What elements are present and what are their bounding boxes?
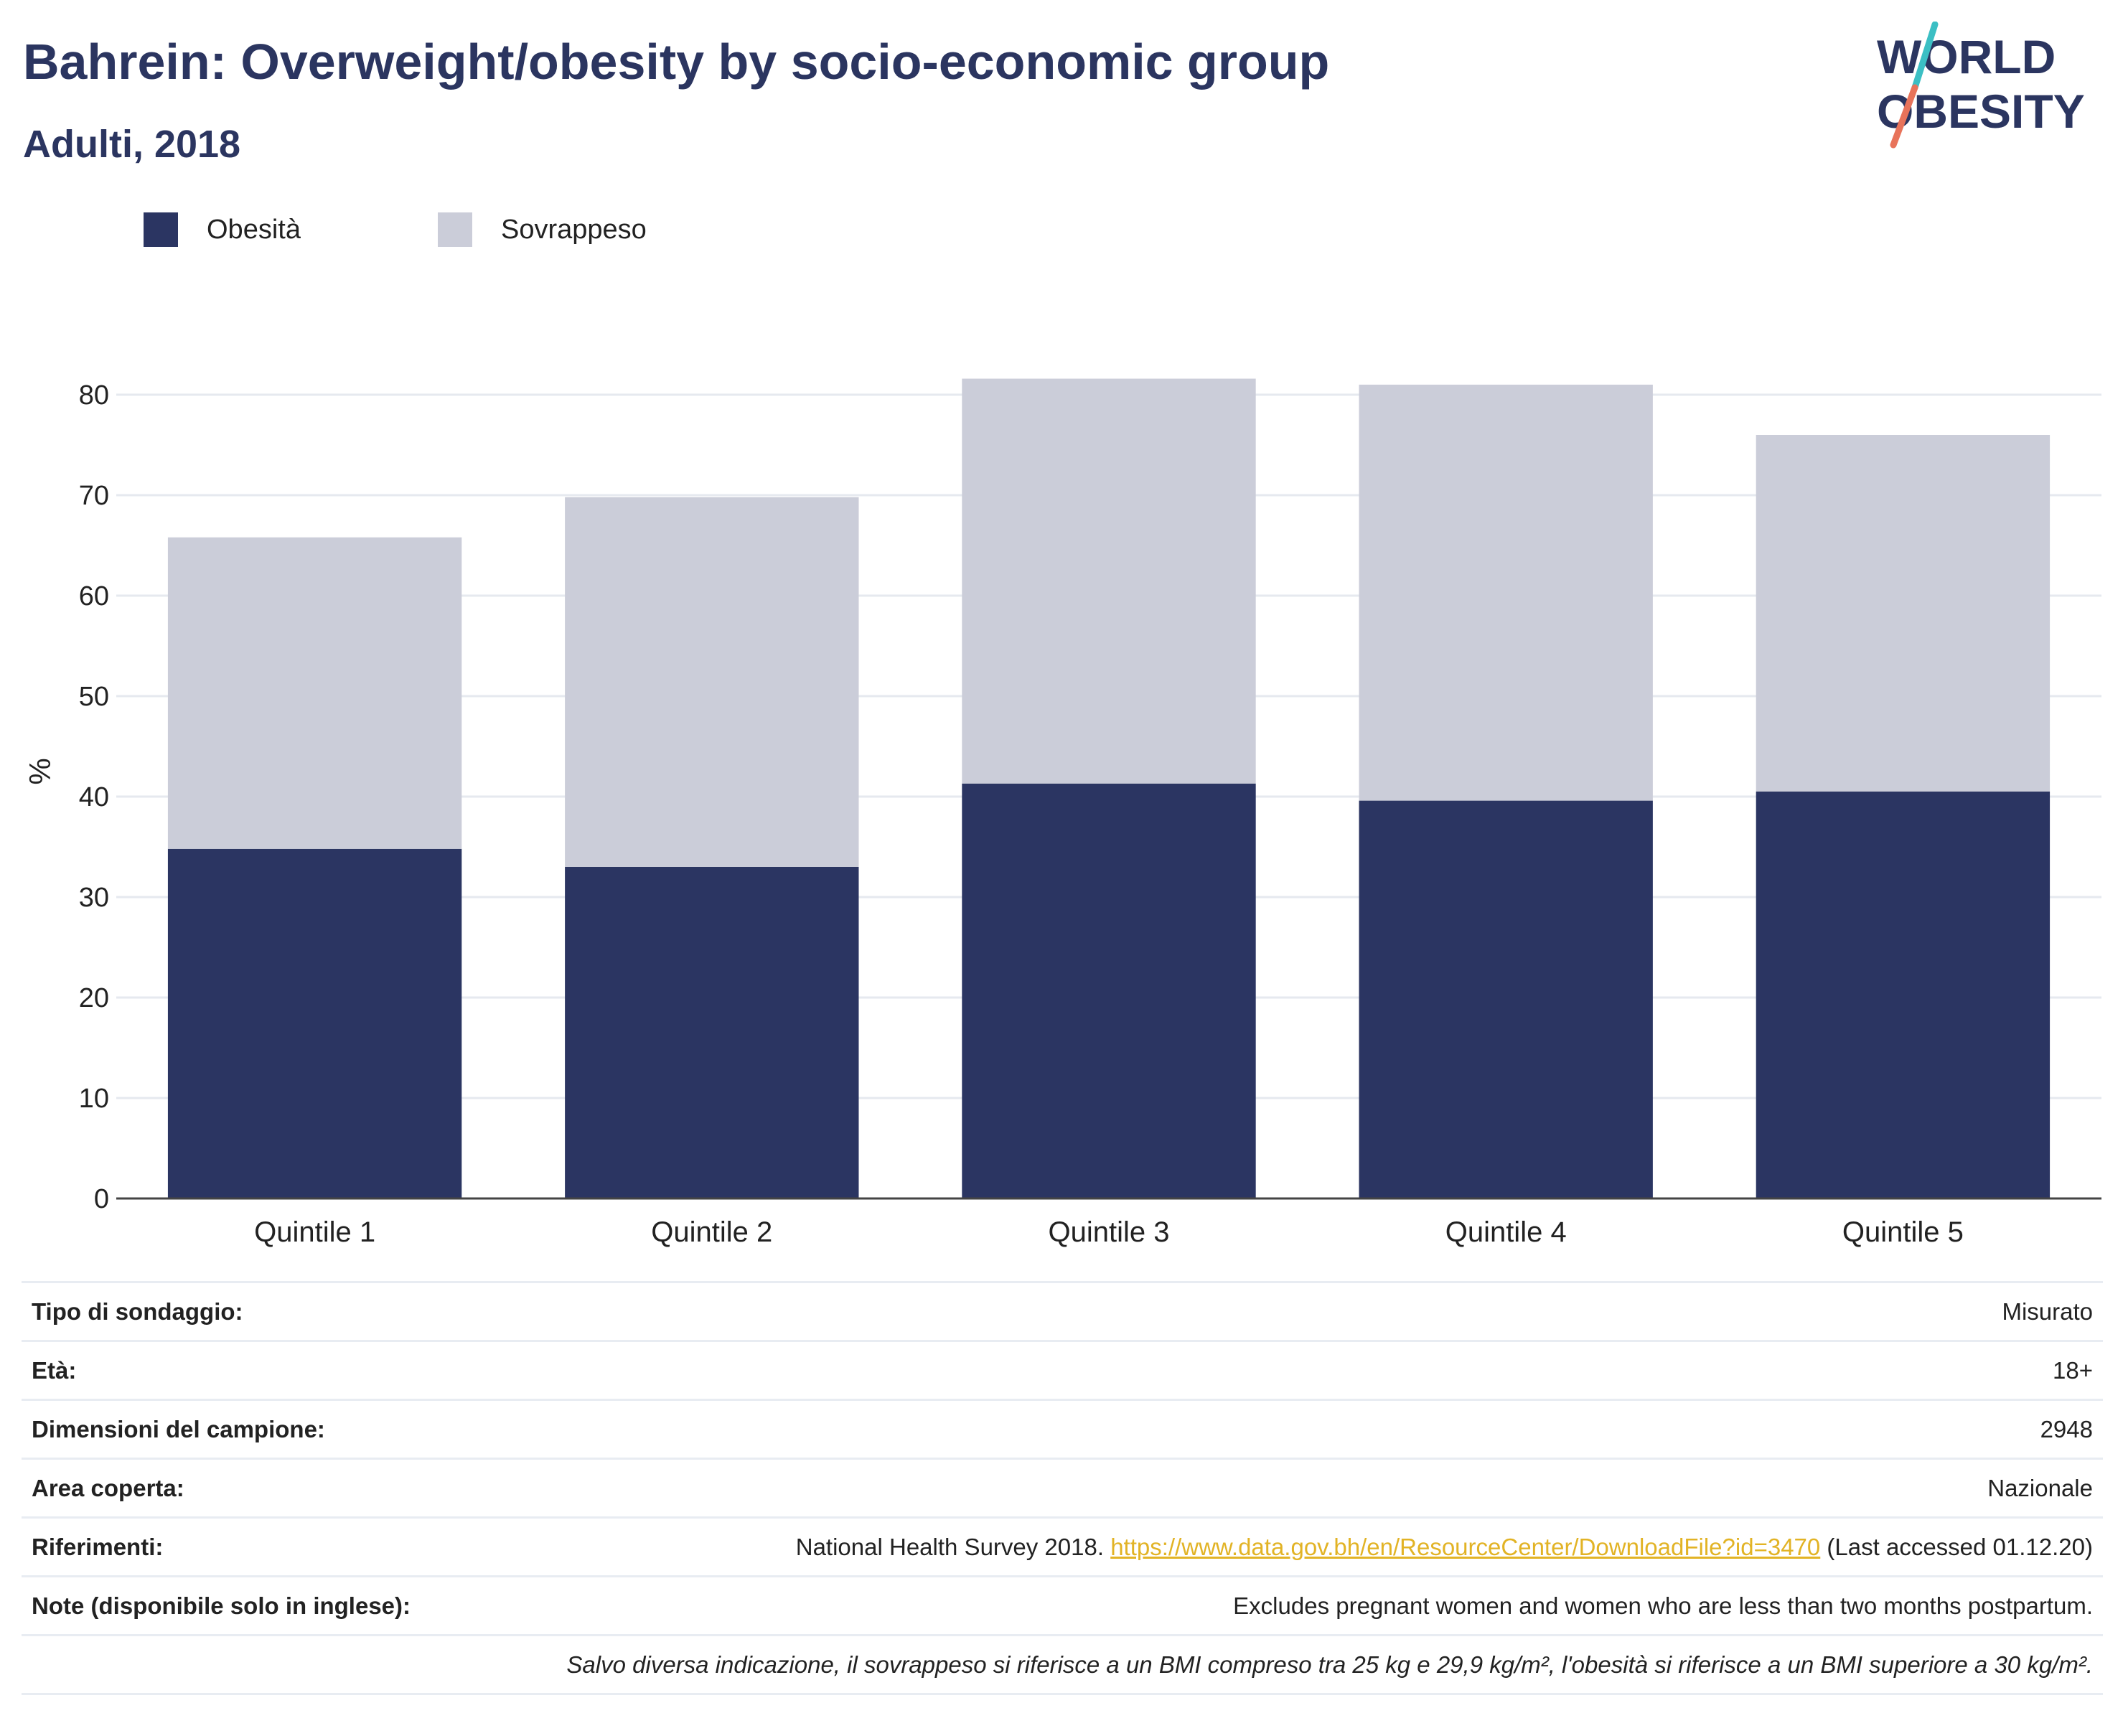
y-tick-label: 20 [79, 983, 109, 1013]
bar-obesita [565, 867, 859, 1198]
y-tick-label: 10 [79, 1084, 109, 1114]
legend-swatch-sovrappeso [438, 212, 472, 247]
info-row: Età: 18+ [22, 1340, 2103, 1400]
info-value: 18+ [505, 1340, 2103, 1400]
info-row-footnote: Salvo diversa indicazione, il sovrappeso… [22, 1634, 2103, 1695]
legend-item-obesita[interactable]: Obesità [144, 212, 301, 247]
reference-prefix: National Health Survey 2018. [795, 1533, 1111, 1560]
x-tick-label: Quintile 2 [651, 1216, 772, 1248]
survey-info-table: Tipo di sondaggio: Misurato Età: 18+ Dimensi… [22, 1281, 2103, 1695]
info-row: Tipo di sondaggio: Misurato [22, 1281, 2103, 1341]
info-label: Età: [22, 1340, 506, 1400]
info-value: Misurato [505, 1281, 2103, 1341]
legend-label-sovrappeso: Sovrappeso [501, 214, 647, 245]
chart-title: Bahrein: Overweight/obesity by socio-eco… [23, 34, 1330, 90]
world-obesity-logo: WORLD OBESITY [1877, 22, 2085, 149]
footnote: Salvo diversa indicazione, il sovrappeso… [22, 1634, 2103, 1695]
x-tick-label: Quintile 4 [1445, 1216, 1567, 1248]
info-value-reference: National Health Survey 2018. https://www… [505, 1516, 2103, 1577]
info-label: Area coperta: [22, 1458, 506, 1518]
info-label-notes: Note (disponibile solo in inglese): [22, 1575, 506, 1636]
y-axis-title: % [23, 758, 57, 784]
x-tick-label: Quintile 5 [1842, 1216, 1964, 1248]
info-value: 2948 [505, 1399, 2103, 1459]
y-tick-label: 60 [79, 581, 109, 611]
y-tick-label: 50 [79, 682, 109, 712]
axes: 0 10 20 30 40 50 60 70 80 Quintile 1 Quintile 2 Qui… [23, 380, 2101, 1248]
info-label: Dimensioni del campione: [22, 1399, 506, 1459]
bar-obesita [1359, 800, 1653, 1198]
info-row-notes: Note (disponibile solo in inglese): Excl… [22, 1575, 2103, 1636]
info-value: Nazionale [505, 1458, 2103, 1518]
x-tick-label: Quintile 1 [254, 1216, 375, 1248]
info-label: Tipo di sondaggio: [22, 1281, 506, 1341]
bar-obesita [167, 848, 462, 1198]
logo-line1: WORLD [1877, 30, 2056, 83]
y-tick-label: 70 [79, 481, 109, 511]
chart-subtitle: Adulti, 2018 [23, 123, 241, 166]
info-row-reference: Riferimenti: National Health Survey 2018… [22, 1516, 2103, 1577]
info-label-reference: Riferimenti: [22, 1516, 506, 1577]
legend-label-obesita: Obesità [207, 214, 301, 245]
stacked-bar-chart: 0 10 20 30 40 50 60 70 80 Quintile 1 Quintile 2 Qui… [23, 378, 2101, 1248]
reference-suffix: (Last accessed 01.12.20) [1820, 1533, 2093, 1560]
info-row: Area coperta: Nazionale [22, 1458, 2103, 1518]
x-tick-label: Quintile 3 [1049, 1216, 1170, 1248]
bar-sovrappeso [167, 537, 462, 849]
info-row: Dimensioni del campione: 2948 [22, 1399, 2103, 1459]
bar-sovrappeso [1359, 385, 1653, 801]
bars [167, 378, 2051, 1198]
legend-swatch-obesita [144, 212, 178, 247]
bar-sovrappeso [1756, 435, 2051, 792]
y-tick-label: 0 [94, 1184, 109, 1214]
bar-sovrappeso [962, 378, 1256, 784]
reference-link[interactable]: https://www.data.gov.bh/en/ResourceCente… [1110, 1533, 1821, 1560]
logo-slash-teal [1911, 22, 1939, 91]
bar-obesita [962, 783, 1256, 1198]
y-tick-label: 30 [79, 883, 109, 913]
y-tick-label: 80 [79, 380, 109, 410]
y-tick-label: 40 [79, 782, 109, 812]
info-value-notes: Excludes pregnant women and women who ar… [505, 1575, 2103, 1636]
bar-sovrappeso [565, 497, 859, 867]
legend-item-sovrappeso[interactable]: Sovrappeso [438, 212, 647, 247]
logo-slash-coral [1890, 84, 1918, 149]
bar-obesita [1756, 792, 2051, 1198]
